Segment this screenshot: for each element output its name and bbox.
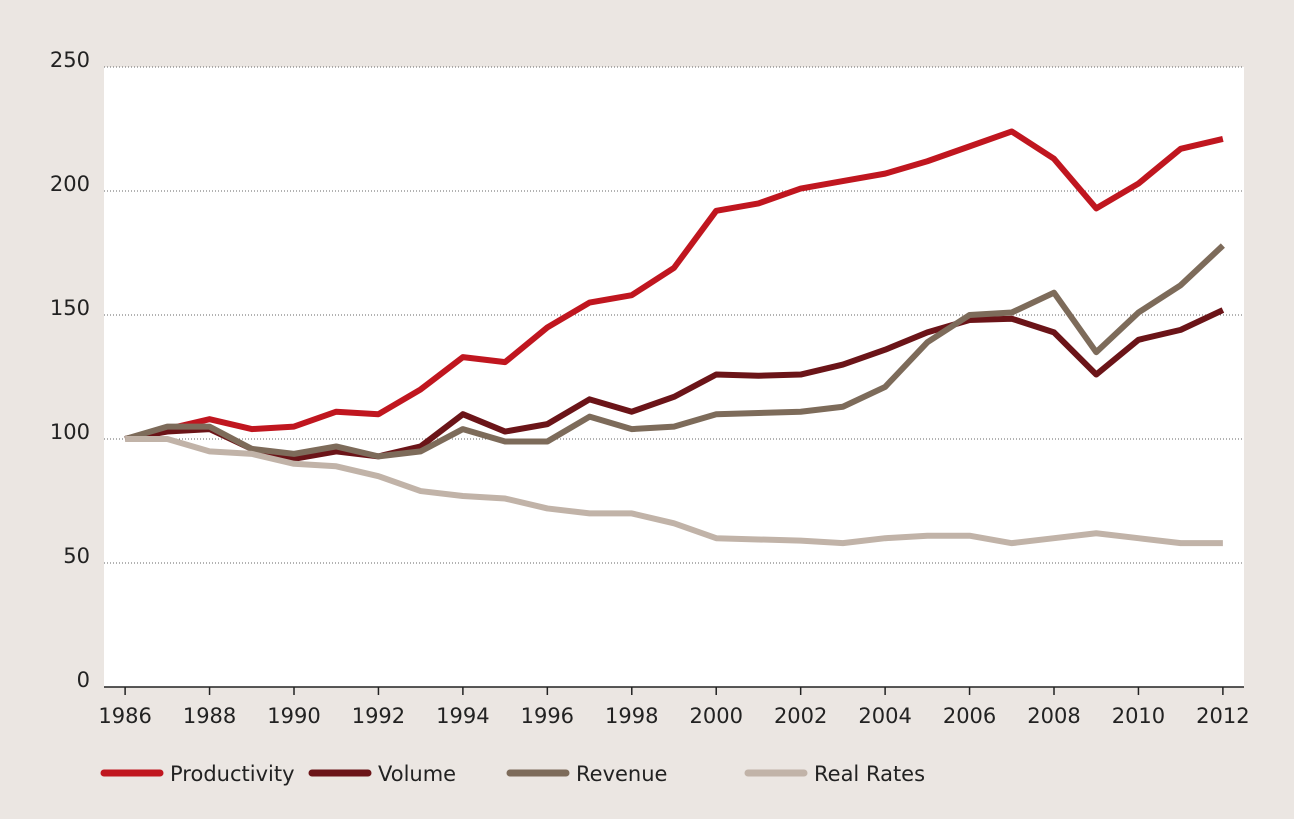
legend-label: Productivity (170, 762, 295, 786)
x-tick-label: 1990 (267, 704, 320, 728)
x-tick-label: 1998 (605, 704, 658, 728)
legend-label: Real Rates (814, 762, 925, 786)
x-tick-label: 2008 (1027, 704, 1080, 728)
x-tick-label: 2002 (774, 704, 827, 728)
x-tick-label: 2010 (1112, 704, 1165, 728)
x-tick-label: 2012 (1196, 704, 1249, 728)
y-tick-label: 250 (50, 48, 90, 72)
y-tick-label: 150 (50, 296, 90, 320)
x-tick-label: 1988 (183, 704, 236, 728)
y-tick-label: 100 (50, 420, 90, 444)
x-tick-label: 2006 (943, 704, 996, 728)
series-line (125, 436, 1223, 547)
y-tick-label: 50 (63, 544, 90, 568)
x-tick-label: 1994 (436, 704, 489, 728)
x-tick-label: 1996 (521, 704, 574, 728)
series-line (124, 243, 1225, 460)
legend-label: Volume (378, 762, 456, 786)
series-line (124, 128, 1224, 442)
x-tick-label: 1992 (352, 704, 405, 728)
plot-area (104, 67, 1244, 687)
x-tick-label: 2000 (689, 704, 742, 728)
series-line (124, 307, 1225, 462)
x-tick-label: 1986 (98, 704, 151, 728)
x-tick-label: 2004 (858, 704, 911, 728)
legend-label: Revenue (576, 762, 667, 786)
y-tick-label: 0 (77, 668, 90, 692)
y-tick-label: 200 (50, 172, 90, 196)
